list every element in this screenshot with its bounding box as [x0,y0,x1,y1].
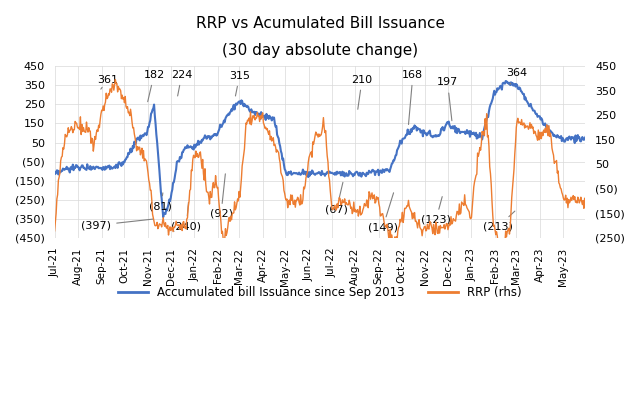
Text: 364: 364 [506,68,527,84]
Text: (149): (149) [368,193,398,232]
Text: (67): (67) [325,182,348,214]
Text: (81): (81) [150,193,172,211]
Text: 210: 210 [351,74,372,109]
Text: 168: 168 [403,70,424,125]
Text: (397): (397) [81,219,154,230]
Text: 182: 182 [143,70,164,102]
Text: (123): (123) [421,197,451,225]
Text: (30 day absolute change): (30 day absolute change) [222,43,418,58]
Text: 197: 197 [437,78,458,121]
Text: (213): (213) [483,211,515,231]
Text: 361: 361 [97,74,118,89]
Legend: Accumulated bill Issuance since Sep 2013, RRP (rhs): Accumulated bill Issuance since Sep 2013… [113,281,527,304]
Text: (240): (240) [172,203,202,231]
Text: 315: 315 [229,71,250,96]
Text: RRP vs Acumulated Bill Issuance: RRP vs Acumulated Bill Issuance [195,16,445,31]
Text: (92): (92) [209,174,232,219]
Text: 224: 224 [171,70,193,96]
